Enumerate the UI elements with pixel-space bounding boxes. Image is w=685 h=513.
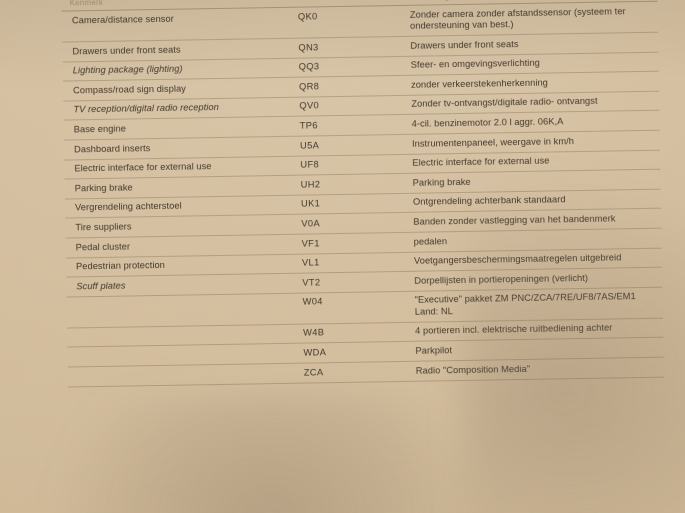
cell-code: U5A — [293, 134, 403, 156]
table-body: Camera/distance sensor QK0 Zonder camera z… — [61, 1, 664, 387]
cell-code: QQ3 — [292, 56, 401, 78]
cell-kenmerk: Camera/distance sensor — [61, 7, 293, 43]
cell-code: UK1 — [294, 193, 404, 215]
paper-shadow-bottom-left — [52, 391, 488, 513]
cell-code: VT2 — [296, 271, 405, 293]
cell-code: W4B — [296, 322, 406, 344]
cell-code: VL1 — [295, 251, 405, 274]
cell-code: UH2 — [294, 173, 403, 195]
cell-code: TP6 — [293, 114, 402, 137]
cell-code: UF8 — [294, 154, 403, 176]
cell-aanduiding: "Executive" pakket ZM PNC/ZCA/7RE/UF8/7A… — [404, 286, 663, 323]
cell-code: ZCA — [297, 361, 406, 383]
cell-aanduiding: Zonder camera zonder afstandssensor (sys… — [399, 1, 659, 37]
cell-code: VF1 — [295, 232, 404, 254]
cell-code: QR8 — [292, 75, 402, 98]
cell-code: WDA — [297, 341, 406, 364]
equipment-table-container: Kenmerk Aanduiding Camera/distance senso… — [61, 0, 664, 387]
cell-kenmerk — [66, 292, 297, 328]
cell-code: QK0 — [291, 5, 401, 39]
cell-code: QV0 — [293, 95, 402, 117]
cell-kenmerk — [67, 363, 298, 387]
cell-code: QN3 — [292, 36, 401, 58]
cell-code: W04 — [296, 291, 405, 324]
equipment-table: Kenmerk Aanduiding Camera/distance senso… — [61, 0, 664, 387]
cell-code: V0A — [295, 212, 404, 235]
cell-aanduiding: Radio "Composition Media" — [405, 357, 664, 381]
